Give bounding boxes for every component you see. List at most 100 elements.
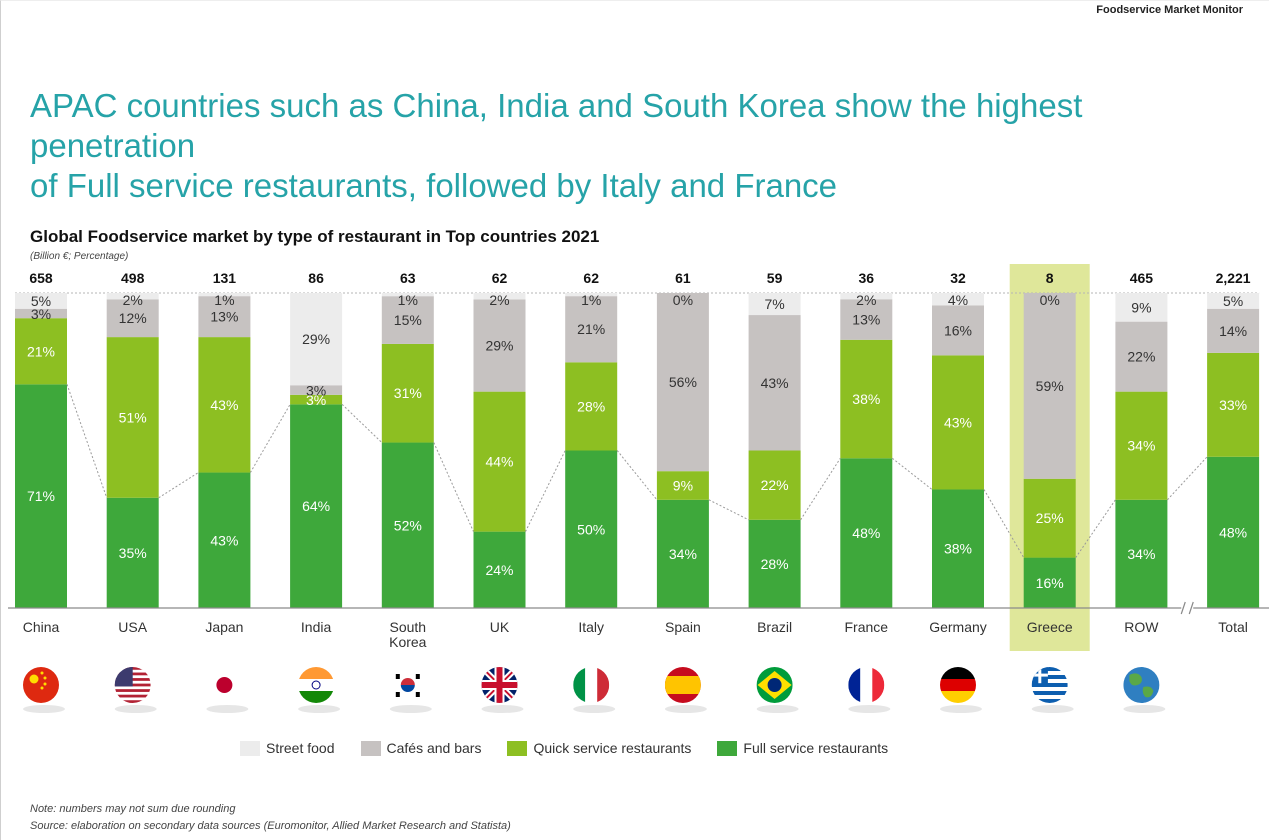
italy-green bbox=[573, 667, 586, 703]
total-label-china: 658 bbox=[29, 270, 53, 286]
flag-art-10 bbox=[940, 667, 976, 703]
usa-stripe-5 bbox=[114, 694, 151, 698]
value-label-caf-s-and-bars-total: 14% bbox=[1219, 323, 1247, 339]
segment-caf-s-and-bars-italy bbox=[565, 296, 618, 363]
flag-shadow-4 bbox=[389, 705, 432, 713]
value-label-full-service-restaurants-south-korea: 52% bbox=[394, 517, 422, 533]
flag-shadow-2 bbox=[206, 705, 249, 713]
segment-full-service-restaurants-brazil bbox=[748, 519, 801, 608]
connector-usa-japan bbox=[158, 472, 199, 499]
total-label-france: 36 bbox=[859, 270, 875, 286]
greece-stripe-2 bbox=[1031, 675, 1068, 679]
china-small-star-0 bbox=[40, 671, 44, 675]
bar-germany: 38% 43% 16% 4% bbox=[932, 292, 984, 608]
x-tick-label-brazil: Brazil bbox=[757, 619, 792, 635]
x-tick-label-row: ROW bbox=[1124, 619, 1159, 635]
value-label-street-food-france: 2% bbox=[856, 292, 876, 308]
segment-caf-s-and-bars-china bbox=[15, 308, 67, 319]
segment-quick-service-restaurants-row bbox=[1115, 391, 1168, 500]
segment-street-food-uk bbox=[473, 293, 526, 300]
flag-art-8 bbox=[756, 667, 793, 703]
segment-quick-service-restaurants-spain bbox=[656, 471, 709, 500]
france-red bbox=[872, 667, 885, 703]
legend-label-street-food: Street food bbox=[266, 740, 335, 756]
flag-art-5 bbox=[481, 667, 518, 703]
axis-break-mark-1 bbox=[1180, 601, 1186, 615]
bar-spain: 34% 9% 56% 0% bbox=[656, 292, 709, 608]
connector-uk-italy bbox=[525, 450, 566, 532]
x-tick-label-total: Total bbox=[1218, 619, 1248, 635]
flag-art-1 bbox=[114, 667, 151, 703]
value-label-street-food-china: 5% bbox=[31, 293, 51, 309]
italy-white bbox=[585, 667, 598, 703]
total-label-germany: 32 bbox=[950, 270, 966, 286]
korea-red bbox=[400, 678, 415, 685]
segment-quick-service-restaurants-south-korea bbox=[381, 343, 434, 443]
greece-stripe-5 bbox=[1031, 687, 1068, 691]
value-label-quick-service-restaurants-usa: 51% bbox=[119, 409, 147, 425]
total-label-india: 86 bbox=[308, 270, 324, 286]
segment-caf-s-and-bars-germany bbox=[932, 305, 984, 356]
china-big-star bbox=[29, 674, 39, 684]
segment-full-service-restaurants-france bbox=[840, 458, 893, 608]
segment-full-service-restaurants-italy bbox=[565, 450, 618, 608]
uk-flag-icon bbox=[481, 667, 524, 713]
value-label-caf-s-and-bars-usa: 12% bbox=[119, 310, 147, 326]
flag-shadow-12 bbox=[1123, 705, 1166, 713]
x-tick-label-japan: Japan bbox=[205, 619, 243, 635]
value-label-caf-s-and-bars-italy: 21% bbox=[577, 321, 605, 337]
germany-red bbox=[940, 679, 976, 691]
flag-shadow-10 bbox=[940, 705, 982, 713]
india-green bbox=[298, 691, 335, 703]
segment-caf-s-and-bars-greece bbox=[1023, 293, 1076, 479]
korea-trigram-0 bbox=[395, 674, 400, 679]
bars-group: 71%21%3%5%35%51%12%2%43%43%13%1%64%3%3%2… bbox=[15, 292, 1260, 608]
chart-legend: Street food Cafés and bars Quick service… bbox=[240, 740, 888, 756]
value-label-full-service-restaurants-germany: 38% bbox=[944, 541, 972, 557]
segment-caf-s-and-bars-total bbox=[1207, 308, 1260, 353]
x-tick-label-usa: USA bbox=[118, 619, 147, 635]
total-label-italy: 62 bbox=[583, 270, 599, 286]
legend-swatch-quick-service bbox=[507, 740, 528, 756]
legend-label-quick-service: Quick service restaurants bbox=[533, 740, 692, 756]
globe-icon bbox=[1123, 667, 1166, 713]
segment-street-food-italy bbox=[565, 293, 618, 297]
bar-total: 48% 33% 14% 5% bbox=[1207, 293, 1260, 608]
value-label-quick-service-restaurants-brazil: 22% bbox=[761, 477, 789, 493]
value-label-caf-s-and-bars-greece: 59% bbox=[1036, 378, 1064, 394]
india-flag-icon bbox=[298, 667, 341, 713]
spain-flag-icon bbox=[664, 667, 707, 713]
segment-street-food-usa bbox=[106, 293, 159, 300]
segment-full-service-restaurants-germany bbox=[932, 489, 984, 608]
flag-shadow-11 bbox=[1031, 705, 1074, 713]
flag-shadow-8 bbox=[756, 705, 799, 713]
bar-greece: 16% 25% 59% 0% bbox=[1023, 292, 1076, 608]
flag-art-12 bbox=[1123, 667, 1160, 703]
bar-italy: 50% 28% 21% 1% bbox=[565, 292, 618, 608]
bar-uk: 24% 44% 29% 2% bbox=[473, 292, 526, 608]
value-label-full-service-restaurants-spain: 34% bbox=[669, 546, 697, 562]
legend-item-full-service: Full service restaurants bbox=[717, 740, 888, 756]
value-label-full-service-restaurants-row: 34% bbox=[1127, 546, 1155, 562]
segment-full-service-restaurants-india bbox=[290, 404, 343, 608]
value-label-street-food-row: 9% bbox=[1131, 299, 1151, 315]
legend-swatch-cafes-and-bars bbox=[360, 740, 381, 756]
segment-quick-service-restaurants-italy bbox=[565, 362, 618, 451]
legend-swatch-street-food bbox=[240, 740, 260, 756]
value-label-full-service-restaurants-greece: 16% bbox=[1036, 575, 1064, 591]
greece-stripe-6 bbox=[1031, 691, 1068, 695]
segment-full-service-restaurants-uk bbox=[473, 531, 526, 608]
x-tick-label-south-korea: South Korea bbox=[389, 619, 427, 650]
bar-japan: 43% 43% 13%1% bbox=[198, 292, 251, 608]
korea-trigram-3 bbox=[415, 692, 420, 697]
segment-full-service-restaurants-china bbox=[15, 384, 67, 608]
greece-stripe-1 bbox=[1031, 671, 1068, 675]
flag-shadow-9 bbox=[848, 705, 891, 713]
connector-china-usa bbox=[66, 384, 108, 498]
segment-quick-service-restaurants-total bbox=[1207, 352, 1260, 457]
value-label-street-food-spain: 0% bbox=[673, 292, 693, 308]
italy-red bbox=[597, 667, 610, 703]
segment-caf-s-and-bars-south-korea bbox=[381, 296, 434, 344]
value-label-quick-service-restaurants-uk: 44% bbox=[485, 454, 513, 470]
